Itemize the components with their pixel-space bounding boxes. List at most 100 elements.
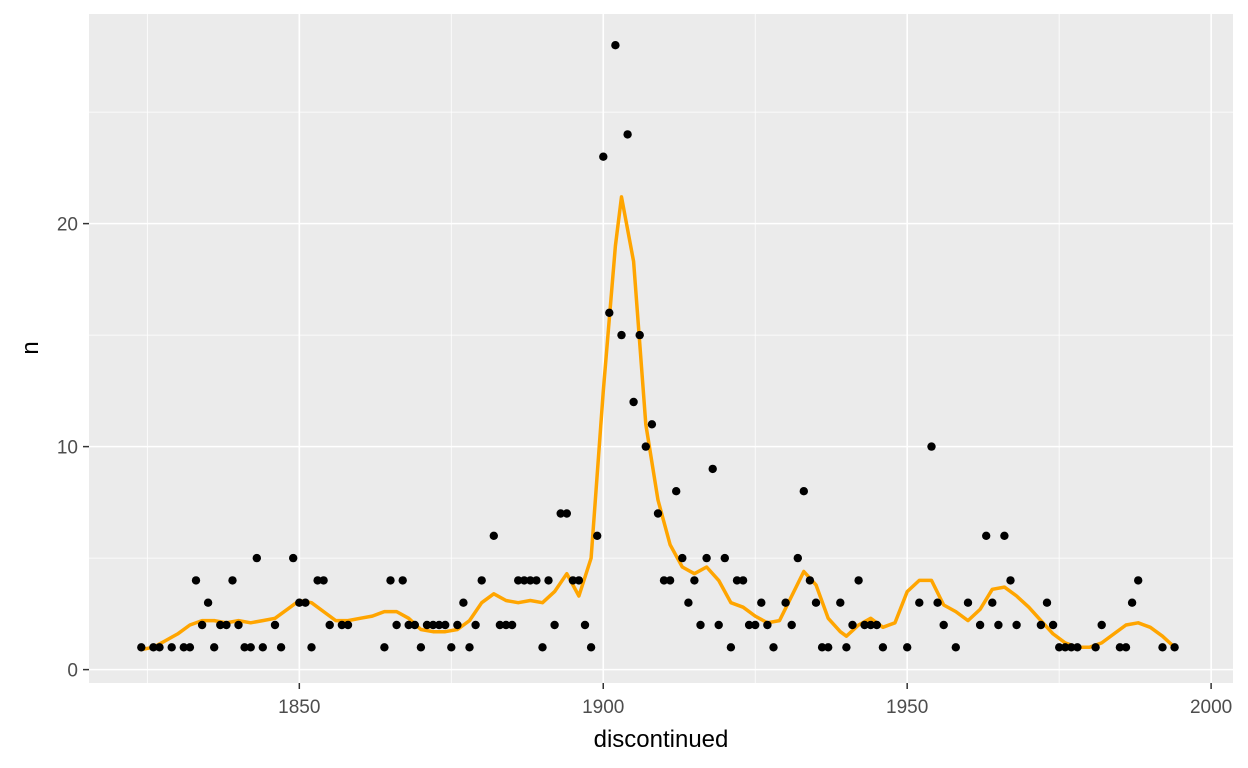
- data-point: [1073, 643, 1082, 652]
- data-point: [398, 576, 407, 585]
- x-axis-title: discontinued: [594, 726, 729, 753]
- data-point: [319, 576, 328, 585]
- data-point: [313, 576, 322, 585]
- data-point: [544, 576, 553, 585]
- data-point: [793, 553, 802, 563]
- data-point: [732, 576, 742, 585]
- data-point: [1048, 620, 1058, 630]
- data-point: [301, 598, 310, 607]
- data-point: [428, 620, 438, 630]
- data-point: [246, 643, 255, 652]
- data-point: [757, 598, 766, 607]
- data-point: [769, 643, 778, 652]
- data-point: [726, 643, 736, 652]
- data-point: [854, 576, 863, 585]
- data-point: [878, 643, 888, 652]
- data-point: [526, 576, 535, 585]
- x-tick-label: 1900: [582, 697, 624, 718]
- data-point: [228, 576, 237, 585]
- data-point: [295, 598, 304, 607]
- minor-gridlines: [89, 14, 1233, 683]
- data-point: [1067, 643, 1076, 652]
- data-point: [532, 576, 541, 585]
- data-point: [1042, 598, 1052, 607]
- data-point: [763, 620, 772, 630]
- data-point: [337, 620, 347, 630]
- data-point: [538, 643, 547, 652]
- data-point: [751, 620, 760, 630]
- data-point: [210, 643, 219, 652]
- data-point: [447, 643, 456, 652]
- data-point: [787, 620, 796, 630]
- data-point: [1055, 643, 1064, 652]
- data-point: [501, 620, 511, 630]
- data-point: [817, 643, 827, 652]
- data-point: [489, 531, 498, 540]
- data-point: [507, 620, 517, 630]
- data-point: [1134, 576, 1143, 585]
- data-point: [465, 643, 474, 652]
- data-point: [824, 643, 833, 652]
- data-point: [641, 442, 650, 451]
- data-point: [392, 620, 401, 630]
- smooth-line-layer: [139, 195, 1177, 652]
- data-point: [580, 620, 590, 630]
- data-point: [605, 308, 614, 317]
- data-point: [167, 643, 176, 652]
- data-point: [562, 509, 571, 518]
- data-point: [714, 620, 723, 630]
- data-point: [690, 576, 699, 585]
- data-point: [216, 620, 225, 630]
- y-tick-label: 0: [67, 661, 78, 682]
- data-point: [678, 553, 687, 563]
- data-point: [593, 531, 602, 540]
- data-point: [252, 553, 261, 563]
- smooth-line: [139, 195, 1177, 652]
- data-point: [191, 576, 201, 585]
- data-point: [471, 620, 480, 630]
- points-layer: [137, 41, 1179, 652]
- data-point: [1115, 643, 1125, 652]
- data-point: [343, 620, 353, 630]
- data-point: [1012, 620, 1021, 630]
- data-point: [1036, 620, 1046, 630]
- data-point: [550, 620, 559, 630]
- y-axis-title: n: [17, 341, 44, 354]
- data-point: [1158, 643, 1167, 652]
- data-point: [708, 464, 717, 474]
- data-point: [744, 620, 754, 630]
- data-point: [410, 620, 419, 630]
- data-point: [994, 620, 1003, 630]
- data-point: [453, 620, 462, 630]
- data-point: [270, 620, 280, 630]
- data-point: [1061, 643, 1070, 652]
- data-point: [434, 620, 444, 630]
- y-tick-label: 10: [57, 438, 78, 459]
- data-point: [197, 620, 207, 630]
- data-point: [872, 620, 881, 630]
- data-point: [416, 643, 426, 652]
- data-point: [665, 576, 675, 585]
- data-point: [1006, 576, 1015, 585]
- data-point: [811, 598, 821, 607]
- data-point: [720, 553, 729, 563]
- data-point: [325, 620, 334, 630]
- data-point: [422, 620, 432, 630]
- data-point: [441, 620, 450, 630]
- data-point: [203, 598, 213, 607]
- data-point: [848, 620, 857, 630]
- data-point: [860, 620, 869, 630]
- data-point: [222, 620, 231, 630]
- data-point: [866, 620, 875, 630]
- data-point: [933, 598, 942, 607]
- data-point: [179, 643, 188, 652]
- data-point: [149, 643, 158, 652]
- data-point: [1170, 643, 1179, 652]
- data-point: [647, 420, 657, 429]
- data-point: [611, 41, 620, 50]
- x-axis: 1850 1900 1950 2000: [278, 683, 1232, 718]
- data-point: [586, 643, 596, 652]
- data-point: [307, 643, 316, 652]
- x-tick-label: 2000: [1190, 697, 1232, 718]
- data-point: [781, 598, 790, 607]
